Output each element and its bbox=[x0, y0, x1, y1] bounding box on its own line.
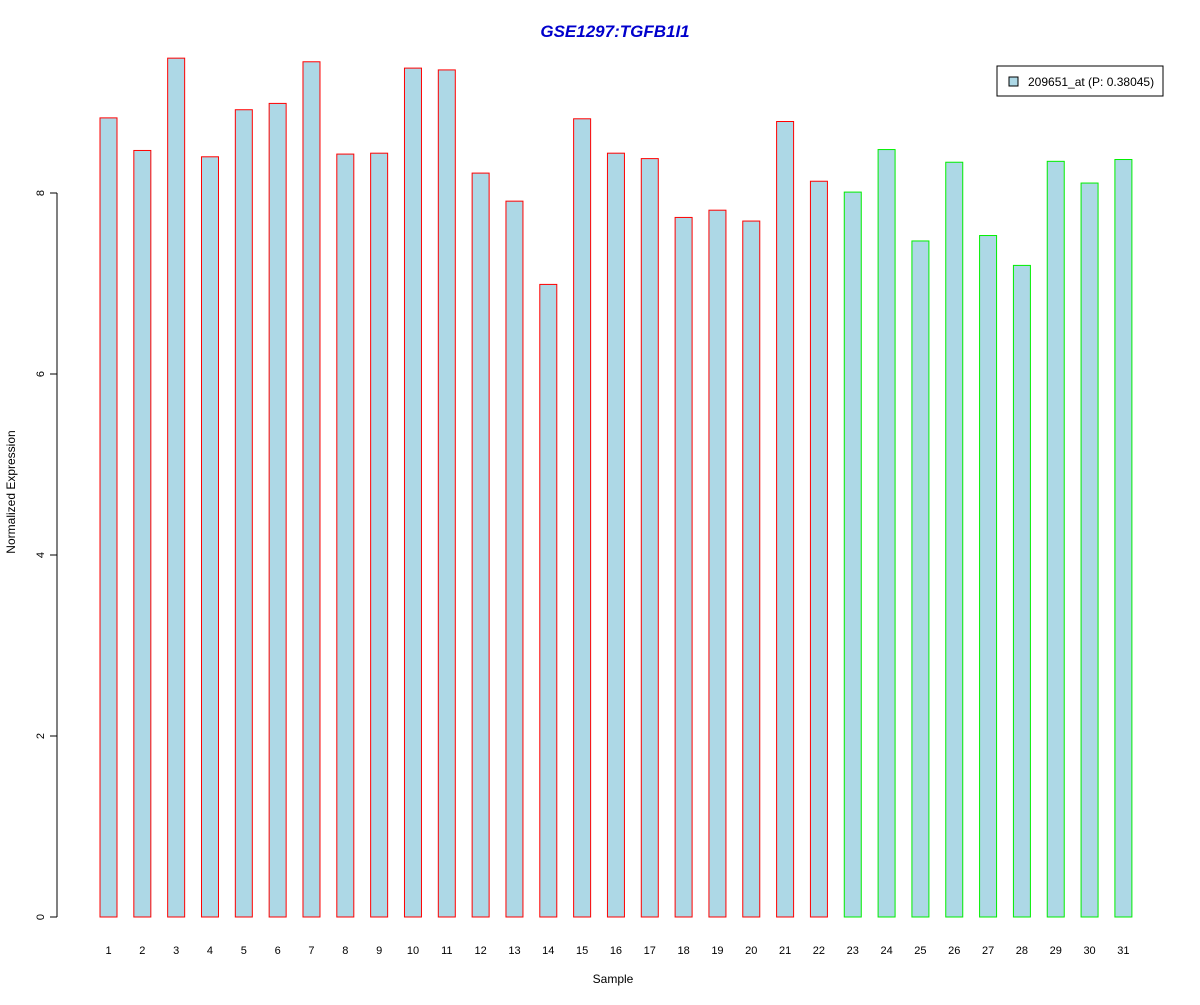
x-tick-label: 10 bbox=[407, 945, 419, 957]
bar-sample-21 bbox=[776, 121, 795, 918]
bar-sample-1 bbox=[99, 117, 118, 918]
x-tick-label: 6 bbox=[275, 945, 281, 957]
bar-sample-2 bbox=[133, 149, 152, 918]
y-tick-label: 6 bbox=[35, 371, 47, 377]
bar-sample-14 bbox=[539, 283, 558, 918]
x-tick-label: 29 bbox=[1050, 945, 1062, 957]
bar-sample-5 bbox=[234, 109, 253, 918]
x-tick-label: 26 bbox=[948, 945, 960, 957]
x-tick-label: 8 bbox=[342, 945, 348, 957]
bar-sample-16 bbox=[606, 152, 625, 918]
legend-swatch bbox=[1008, 76, 1019, 87]
bar-sample-26 bbox=[945, 161, 964, 918]
bar-sample-25 bbox=[911, 240, 930, 918]
y-tick-label: 0 bbox=[35, 914, 47, 920]
x-tick-label: 18 bbox=[677, 945, 689, 957]
x-tick-label: 9 bbox=[376, 945, 382, 957]
x-tick-label: 25 bbox=[914, 945, 926, 957]
x-tick-label: 15 bbox=[576, 945, 588, 957]
bar-sample-23 bbox=[843, 191, 862, 918]
bar-sample-7 bbox=[302, 61, 321, 918]
x-axis-label: Sample bbox=[593, 972, 634, 986]
x-tick-label: 11 bbox=[441, 945, 452, 957]
bar-sample-29 bbox=[1046, 160, 1065, 918]
y-tick-label: 2 bbox=[35, 733, 47, 739]
bar-sample-28 bbox=[1012, 264, 1031, 918]
x-tick-label: 17 bbox=[644, 945, 656, 957]
x-tick-label: 2 bbox=[139, 945, 145, 957]
x-tick-label: 20 bbox=[745, 945, 757, 957]
bar-sample-11 bbox=[437, 69, 456, 918]
x-tick-label: 27 bbox=[982, 945, 994, 957]
bar-sample-12 bbox=[471, 172, 490, 918]
bar-sample-15 bbox=[573, 118, 592, 918]
bar-sample-18 bbox=[674, 216, 693, 918]
legend-label: 209651_at (P: 0.38045) bbox=[1028, 75, 1154, 89]
bars-group bbox=[99, 57, 1133, 918]
legend: 209651_at (P: 0.38045) bbox=[996, 65, 1164, 97]
bar-sample-8 bbox=[336, 153, 355, 918]
x-tick-label: 22 bbox=[813, 945, 825, 957]
x-tick-label: 7 bbox=[308, 945, 314, 957]
bar-sample-4 bbox=[200, 156, 219, 918]
x-tick-label: 4 bbox=[207, 945, 213, 957]
bar-sample-27 bbox=[979, 235, 998, 918]
x-tick-label: 24 bbox=[880, 945, 892, 957]
chart-title: GSE1297:TGFB1I1 bbox=[540, 22, 689, 41]
x-tick-label: 12 bbox=[475, 945, 487, 957]
x-tick-labels: 1 2 3 4 5 6 7 8 9 10 11 12 13 14 15 16 17 18 19 20 21 22 23 24 2… bbox=[105, 945, 1129, 957]
bar-sample-6 bbox=[268, 102, 287, 918]
bar-sample-10 bbox=[403, 67, 422, 918]
x-tick-label: 1 bbox=[105, 945, 111, 957]
bar-sample-17 bbox=[640, 158, 659, 918]
bar-sample-13 bbox=[505, 200, 524, 918]
bar-sample-24 bbox=[877, 149, 896, 918]
y-tick-label: 4 bbox=[35, 552, 47, 558]
x-tick-label: 23 bbox=[847, 945, 859, 957]
bar-sample-22 bbox=[809, 180, 828, 918]
x-tick-label: 14 bbox=[542, 945, 554, 957]
legend-box bbox=[996, 65, 1164, 97]
bar-sample-3 bbox=[167, 57, 186, 918]
x-tick-label: 31 bbox=[1117, 945, 1129, 957]
x-tick-label: 5 bbox=[241, 945, 247, 957]
x-tick-label: 3 bbox=[173, 945, 179, 957]
bar-sample-31 bbox=[1114, 159, 1133, 918]
x-tick-label: 21 bbox=[779, 945, 791, 957]
x-tick-label: 19 bbox=[711, 945, 723, 957]
bar-sample-19 bbox=[708, 209, 727, 918]
y-axis: 0 2 4 6 8 bbox=[35, 190, 58, 920]
bar-sample-9 bbox=[370, 152, 389, 918]
y-axis-label: Normalized Expression bbox=[4, 430, 18, 553]
x-tick-label: 30 bbox=[1083, 945, 1095, 957]
bar-sample-30 bbox=[1080, 182, 1099, 918]
x-tick-label: 16 bbox=[610, 945, 622, 957]
x-tick-label: 13 bbox=[508, 945, 520, 957]
y-tick-label: 8 bbox=[35, 190, 47, 196]
x-tick-label: 28 bbox=[1016, 945, 1028, 957]
bar-sample-20 bbox=[742, 220, 761, 918]
